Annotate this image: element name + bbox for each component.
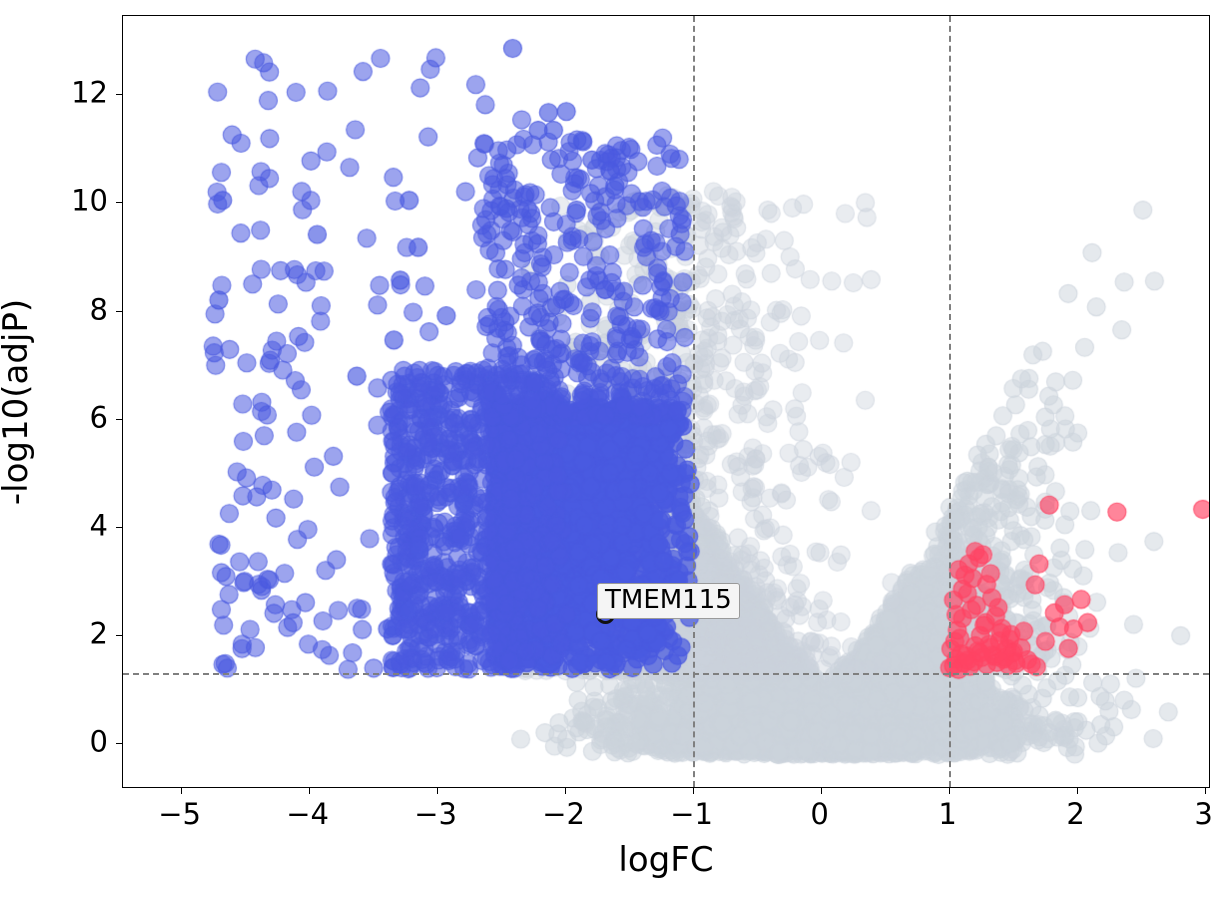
x-tick-label: −5	[158, 797, 201, 831]
x-tick-label: −3	[414, 797, 457, 831]
pvalue-threshold-line	[123, 672, 1209, 675]
y-tick-label: 12	[71, 75, 108, 110]
x-tick-label: −2	[542, 797, 585, 831]
x-tick	[436, 787, 438, 794]
x-tick	[1204, 787, 1206, 794]
gene-annotation-label: TMEM115	[597, 583, 740, 620]
y-tick-label: 0	[89, 724, 108, 759]
x-tick	[564, 787, 566, 794]
x-tick-label: 2	[1066, 797, 1085, 831]
logfc-threshold-line	[948, 16, 951, 787]
x-tick	[692, 787, 694, 794]
y-tick-label: 4	[89, 508, 108, 543]
x-axis-label: logFC	[618, 840, 714, 880]
y-tick	[116, 94, 123, 96]
x-tick-label: 3	[1194, 797, 1213, 831]
y-tick	[116, 418, 123, 420]
logfc-threshold-line	[692, 16, 695, 787]
y-tick-label: 10	[71, 183, 108, 218]
scatter-points-canvas	[123, 16, 1209, 787]
x-tick	[948, 787, 950, 794]
y-tick	[116, 634, 123, 636]
x-tick-label: 1	[938, 797, 957, 831]
x-tick	[820, 787, 822, 794]
y-tick-label: 2	[89, 616, 108, 651]
x-tick	[180, 787, 182, 794]
x-tick-label: −4	[286, 797, 329, 831]
y-tick-label: 8	[89, 292, 108, 327]
y-tick-label: 6	[89, 400, 108, 435]
y-tick	[116, 526, 123, 528]
y-tick	[116, 743, 123, 745]
y-axis-label: -log10(adjP)	[0, 298, 36, 506]
x-tick	[1076, 787, 1078, 794]
y-tick	[116, 310, 123, 312]
y-tick	[116, 202, 123, 204]
x-tick	[308, 787, 310, 794]
x-tick-label: 0	[810, 797, 829, 831]
plot-axes-area	[116, 15, 1210, 794]
x-tick-label: −1	[670, 797, 713, 831]
